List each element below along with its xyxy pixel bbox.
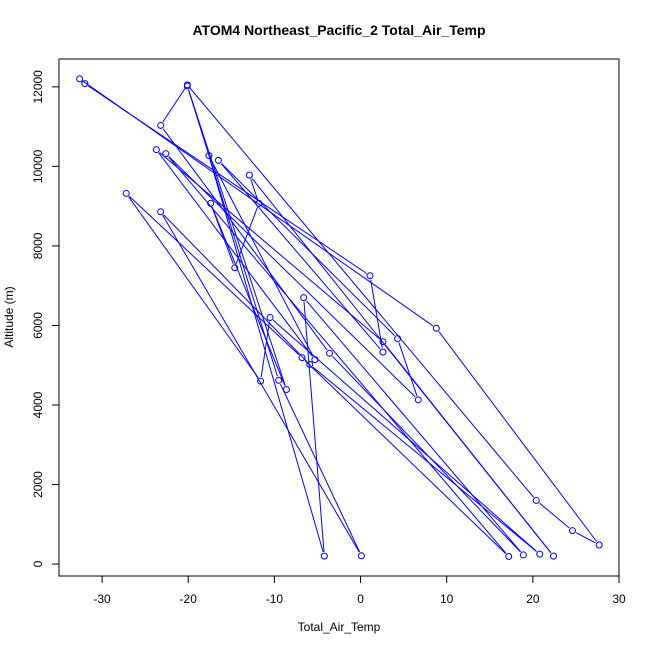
data-point [245,171,253,179]
y-tick-label: 8000 [31,232,45,259]
x-tick-label: -30 [93,592,111,606]
data-point [300,294,308,302]
series-segment [220,163,381,350]
data-point [306,360,314,368]
data-point [157,121,165,129]
series-segment [210,159,314,357]
data-point [414,396,422,404]
data-point [298,354,306,362]
y-tick-label: 0 [31,560,45,567]
series-segment [370,279,383,349]
data-point [275,376,283,384]
series-segment [128,195,300,356]
data-point [536,550,544,558]
y-axis-label: Altitude (m) [2,286,16,347]
data-point [282,385,290,393]
series-segment [163,214,308,362]
data-point [432,324,440,332]
data-point [152,146,160,154]
data-point [214,156,222,164]
series-segment [221,163,395,336]
series-segment [128,196,259,379]
x-tick-label: 10 [440,592,454,606]
x-axis: -30 -20 -10 0 10 20 30 [93,575,626,606]
data-point [231,264,239,272]
series-segment [189,87,534,498]
data-point [519,551,527,559]
series-segment [280,383,361,553]
y-tick-label: 4000 [31,391,45,418]
y-tick-label: 12000 [31,70,45,104]
y-tick-label: 6000 [31,312,45,339]
data-point [205,152,213,160]
x-axis-label: Total_Air_Temp [298,620,381,634]
series-segment [251,178,552,554]
x-tick-label: -20 [180,592,198,606]
y-tick-label: 2000 [31,471,45,498]
plot-frame [58,58,620,577]
series-layer [76,75,603,561]
data-point [379,348,387,356]
series-segment [260,321,270,378]
data-point [207,199,215,207]
series-segment [211,207,286,386]
series-segment [438,331,598,542]
data-point [122,189,130,197]
data-point [366,272,374,280]
data-point [266,314,274,321]
data-point [532,496,540,504]
series-segment [306,300,522,553]
data-point [394,335,402,343]
data-point [183,82,191,90]
series-segment [88,85,367,274]
series-segment [303,301,325,552]
data-point [357,552,365,560]
series-segment [312,366,537,552]
data-point [311,356,319,364]
y-axis: 0 2000 4000 6000 8000 10000 12000 [31,70,60,567]
data-point [81,80,89,88]
y-tick-label: 10000 [31,149,45,183]
series-segment [162,88,186,123]
data-point [550,552,558,560]
data-point [595,541,603,549]
x-tick-label: -10 [266,592,284,606]
x-tick-label: 30 [612,592,626,606]
series-segment [158,152,313,357]
data-point [255,199,263,207]
series-segment [304,360,507,554]
x-tick-label: 20 [526,592,540,606]
data-point [76,75,84,83]
data-point [568,527,576,535]
series-segment [250,178,259,200]
data-point [157,208,165,216]
data-point [379,338,387,346]
series-segment [168,156,416,398]
series-segment [168,156,507,554]
series-segment [398,342,418,397]
series-segment [209,159,324,553]
data-point [326,349,334,357]
data-point [505,553,513,561]
data-point [257,377,265,385]
x-tick-label: 0 [357,592,364,606]
series-segment [575,532,596,544]
data-point [320,552,328,560]
data-point [162,150,170,158]
series-segment [539,502,570,529]
chart-title: ATOM4 Northeast_Pacific_2 Total_Air_Temp [192,22,485,38]
series-segment [272,319,537,552]
